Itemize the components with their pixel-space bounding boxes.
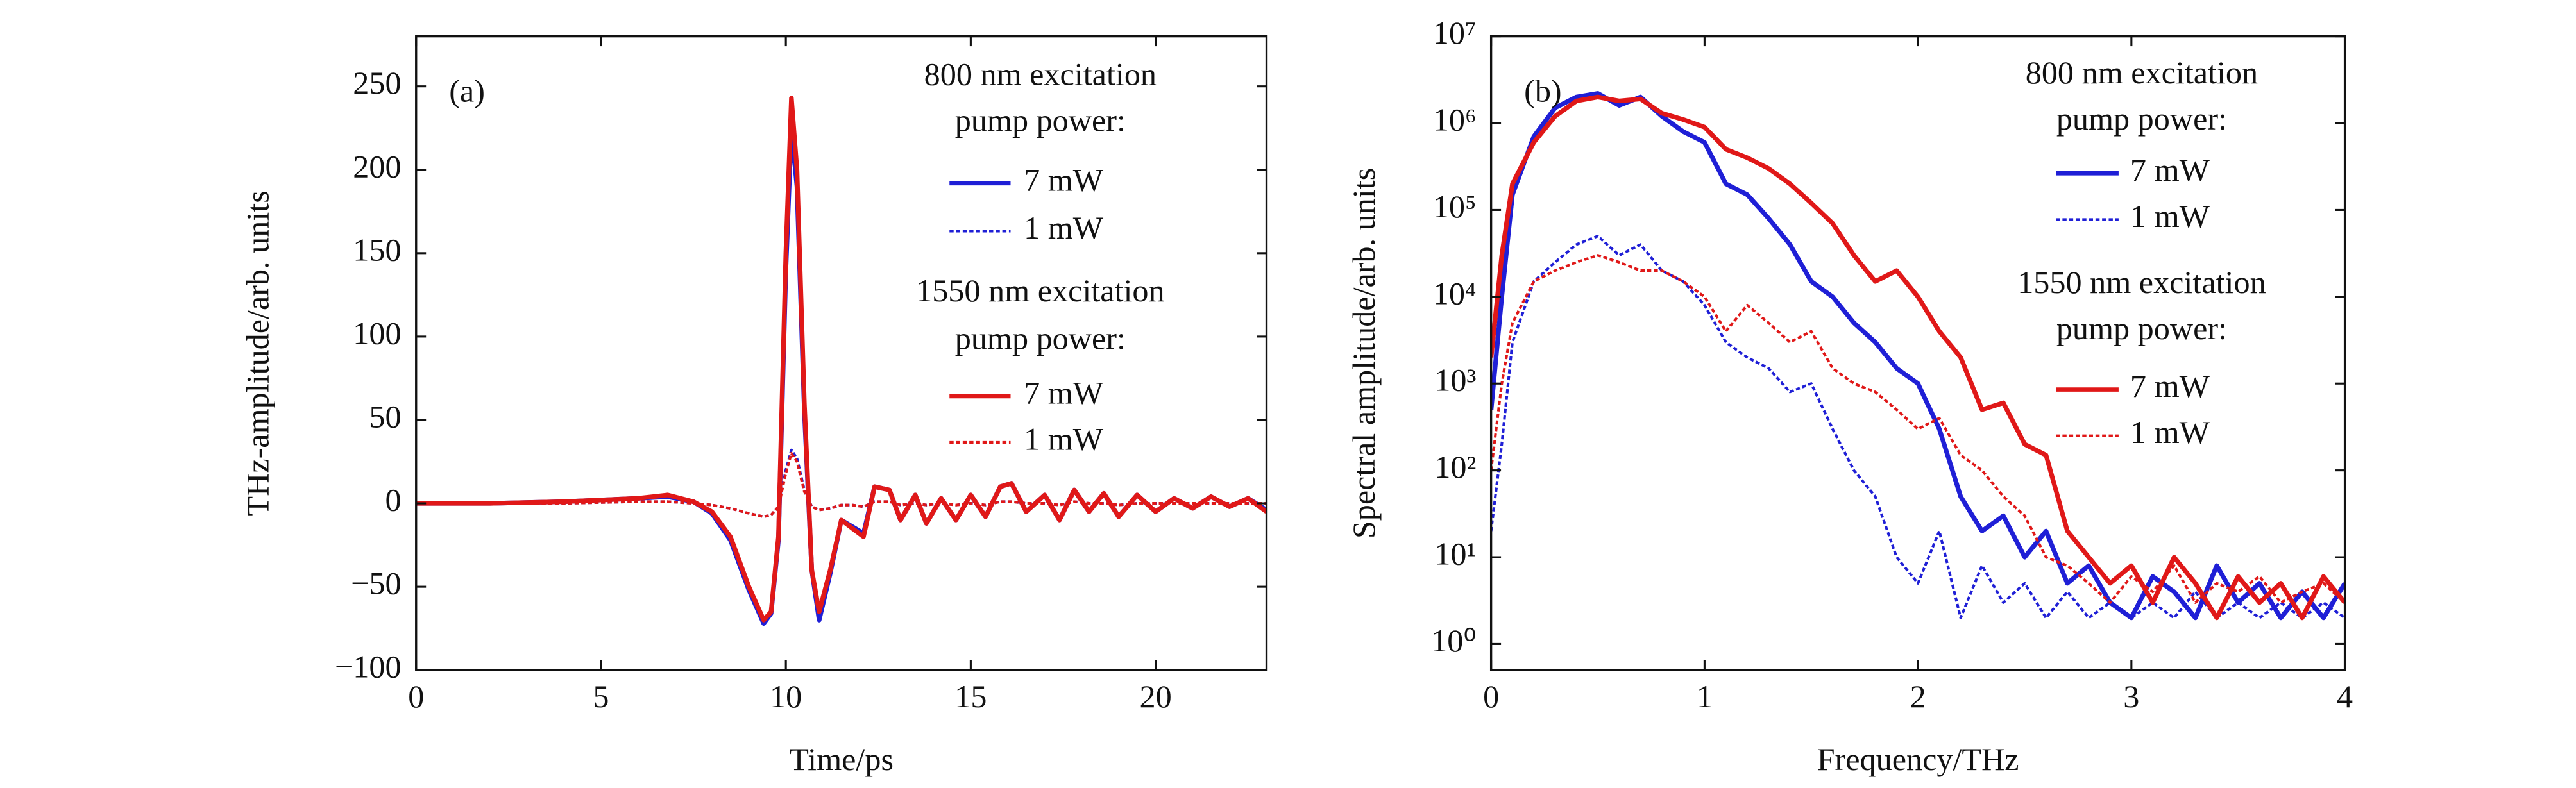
x-axis-label: Frequency/THz: [1817, 741, 2019, 777]
y-tick-label: 10²: [1434, 449, 1476, 485]
legend-title: pump power:: [955, 103, 1126, 138]
legend-title: 1550 nm excitation: [2017, 264, 2266, 300]
series-line: [416, 96, 1267, 623]
series-line: [1491, 254, 2345, 604]
y-tick-label: −100: [335, 649, 402, 685]
legend-title: 800 nm excitation: [2026, 54, 2258, 90]
legend-label: 7 mW: [2130, 152, 2210, 188]
series-line: [416, 448, 1267, 518]
y-tick-label: 150: [353, 231, 401, 267]
series-line: [416, 451, 1267, 518]
y-tick-label: 100: [353, 315, 401, 351]
panel-label: (b): [1524, 72, 1562, 108]
y-tick-label: 250: [353, 65, 401, 101]
y-tick-label: 10⁴: [1433, 275, 1477, 311]
legend-label: 1 mW: [2130, 198, 2210, 234]
x-tick-label: 3: [2123, 678, 2139, 714]
y-axis-label: THz-amplitude/arb. units: [239, 190, 275, 516]
series-line: [1491, 94, 2345, 621]
y-axis-label: Spectral amplitude/arb. units: [1346, 168, 1382, 539]
x-axis-label: Time/ps: [789, 741, 894, 777]
y-tick-label: 0: [385, 482, 401, 518]
legend-label: 7 mW: [2130, 368, 2210, 404]
legend-title: pump power:: [955, 320, 1126, 356]
x-tick-label: 20: [1140, 678, 1172, 714]
y-tick-label: −50: [351, 566, 402, 601]
series-line: [1491, 91, 2345, 621]
series-line: [1491, 235, 2345, 619]
legend-label: 1 mW: [2130, 414, 2210, 450]
x-tick-label: 2: [1910, 678, 1926, 714]
legend-title: 800 nm excitation: [924, 56, 1157, 92]
y-tick-label: 10¹: [1434, 536, 1476, 572]
legend-label: 1 mW: [1024, 210, 1104, 246]
x-tick-label: 15: [954, 678, 987, 714]
legend-title: pump power:: [2056, 310, 2227, 346]
y-tick-label: 10⁵: [1433, 189, 1477, 224]
x-tick-label: 5: [593, 678, 609, 714]
legend-label: 7 mW: [1024, 374, 1104, 410]
x-tick-label: 10: [770, 678, 802, 714]
legend-label: 1 mW: [1024, 421, 1104, 457]
y-tick-label: 50: [369, 398, 401, 434]
legend-title: pump power:: [2056, 101, 2227, 137]
x-tick-label: 4: [2337, 678, 2353, 714]
series-line: [416, 126, 1267, 626]
y-tick-label: 10⁷: [1433, 15, 1477, 51]
y-tick-label: 10⁰: [1431, 623, 1476, 658]
axes-frame: [415, 35, 1268, 671]
y-tick-label: 10⁶: [1433, 102, 1477, 138]
legend-label: 7 mW: [1024, 162, 1104, 197]
x-tick-label: 0: [408, 678, 424, 714]
legend-title: 1550 nm excitation: [916, 272, 1164, 308]
panel-label: (a): [449, 72, 485, 108]
x-tick-label: 1: [1697, 678, 1713, 714]
x-tick-label: 0: [1483, 678, 1499, 714]
y-tick-label: 200: [353, 148, 401, 184]
y-tick-label: 10³: [1434, 362, 1476, 398]
